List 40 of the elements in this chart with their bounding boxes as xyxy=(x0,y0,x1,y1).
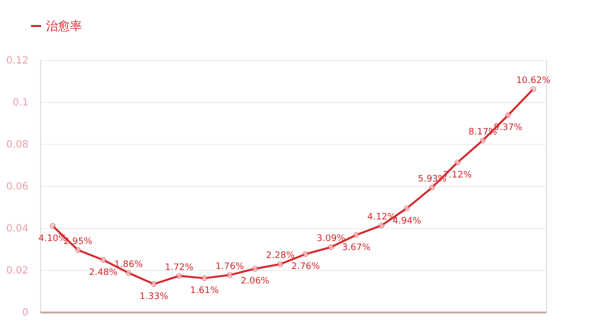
point xyxy=(530,86,536,92)
y-tick-label: 0.02 xyxy=(6,266,28,276)
point xyxy=(100,257,106,263)
point xyxy=(176,273,182,279)
point xyxy=(302,251,308,257)
point xyxy=(480,138,486,144)
data-label: 3.67% xyxy=(342,242,371,253)
point xyxy=(278,261,284,267)
data-label: 10.62% xyxy=(516,76,551,86)
data-label: 1.33% xyxy=(140,292,169,302)
point xyxy=(378,222,384,228)
point xyxy=(353,232,360,238)
y-tick-label: 0.06 xyxy=(6,182,28,192)
y-tick-label: 0.12 xyxy=(6,56,28,66)
legend-label: 治愈率 xyxy=(46,19,82,33)
point xyxy=(429,184,435,190)
data-label: 1.61% xyxy=(190,286,220,296)
data-label: 1.76% xyxy=(215,262,244,272)
point xyxy=(50,223,56,229)
point xyxy=(75,247,81,253)
point xyxy=(151,281,157,287)
y-tick-label: 0.1 xyxy=(12,98,28,108)
data-label: 1.72% xyxy=(164,262,194,273)
point xyxy=(505,112,511,118)
point xyxy=(328,244,334,250)
point xyxy=(126,270,132,276)
y-tick-label: 0 xyxy=(22,308,28,318)
data-label: 2.76% xyxy=(291,262,320,272)
point xyxy=(226,272,233,278)
data-label: 1.86% xyxy=(114,260,144,270)
point xyxy=(202,275,208,281)
point xyxy=(404,205,410,212)
y-tick-label: 0.08 xyxy=(6,140,28,150)
point xyxy=(454,160,460,166)
data-label: 2.06% xyxy=(240,276,270,287)
y-tick-label: 0.04 xyxy=(6,224,28,234)
data-label: 3.09% xyxy=(316,234,346,244)
data-label: 2.48% xyxy=(88,268,118,278)
point xyxy=(252,266,258,272)
data-label: 2.28% xyxy=(266,251,296,262)
